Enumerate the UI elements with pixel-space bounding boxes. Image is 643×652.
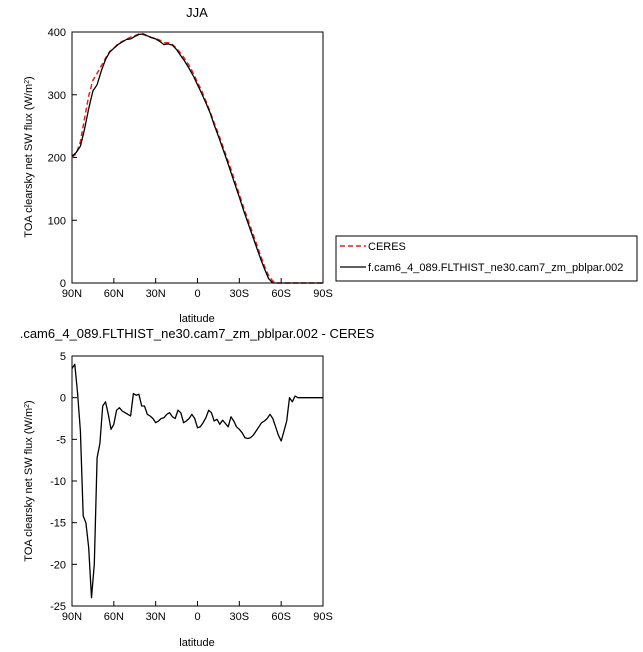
bottom-y-tick-label: -25 [50,601,66,613]
bottom-x-tick-label: 30N [146,611,166,623]
top-y-tick-label: 100 [48,215,66,227]
top-x-tick-label: 0 [194,288,200,300]
bottom-series-group [71,363,323,599]
top-series-line-1 [71,33,323,284]
bottom-title: .cam6_4_089.FLTHIST_ne30.cam7_zm_pblpar.… [20,326,375,341]
top-x-tick-label: 90N [62,288,82,300]
bottom-y-tick-label: -15 [50,518,66,530]
top-y-tick-label: 0 [60,278,66,290]
bottom-x-tick-label: 30S [230,611,250,623]
top-x-tick-label: 30S [230,288,250,300]
top-panel: JJA 90N 60N 30N 0 30S 60S 90S 0 100 200 300 400 lat… [23,5,333,325]
top-x-tick-label: 30N [146,288,166,300]
bottom-x-tick-label: 0 [194,611,200,623]
bottom-y-tick-label: 0 [60,393,66,405]
bottom-y-tick-label: -10 [50,476,66,488]
bottom-x-tick-label: 90N [62,611,82,623]
top-ticks: 90N 60N 30N 0 30S 60S 90S 0 100 200 300 400 [48,27,333,300]
bottom-y-tick-label: -5 [56,434,66,446]
bottom-x-tick-label: 90S [313,611,333,623]
bottom-y-tick-label: -20 [50,559,66,571]
bottom-plot-frame [71,355,324,607]
top-plot-frame [71,31,324,284]
top-y-tick-label: 200 [48,153,66,165]
bottom-y-tick-label: 5 [60,351,66,363]
bottom-ticks: 90N 60N 30N 0 30S 60S 90S 5 0 -5 -10 -15 -20 -25 [50,351,333,623]
bottom-x-tick-label: 60S [271,611,291,623]
top-x-tick-label: 90S [313,288,333,300]
top-title: JJA [186,5,208,20]
bottom-x-axis-label: latitude [179,637,214,649]
top-x-tick-label: 60S [271,288,291,300]
bottom-y-axis-label: TOA clearsky net SW flux (W/m2) [23,400,35,561]
top-x-tick-label: 60N [104,288,124,300]
top-x-axis-label: latitude [179,313,214,325]
bottom-panel: .cam6_4_089.FLTHIST_ne30.cam7_zm_pblpar.… [20,326,375,649]
top-y-tick-label: 300 [48,90,66,102]
top-series-group [71,33,323,284]
bottom-x-tick-label: 60N [104,611,124,623]
legend-label-model: f.cam6_4_089.FLTHIST_ne30.cam7_zm_pblpar… [368,262,623,274]
top-y-axis-label: TOA clearsky net SW flux (W/m2) [23,76,35,237]
legend: CERES f.cam6_4_089.FLTHIST_ne30.cam7_zm_… [335,235,638,282]
top-series-line-0 [71,33,323,284]
top-y-tick-label: 400 [48,27,66,39]
legend-label-ceres: CERES [368,241,406,253]
bottom-series-line-0 [71,363,323,599]
legend-box [335,235,638,282]
